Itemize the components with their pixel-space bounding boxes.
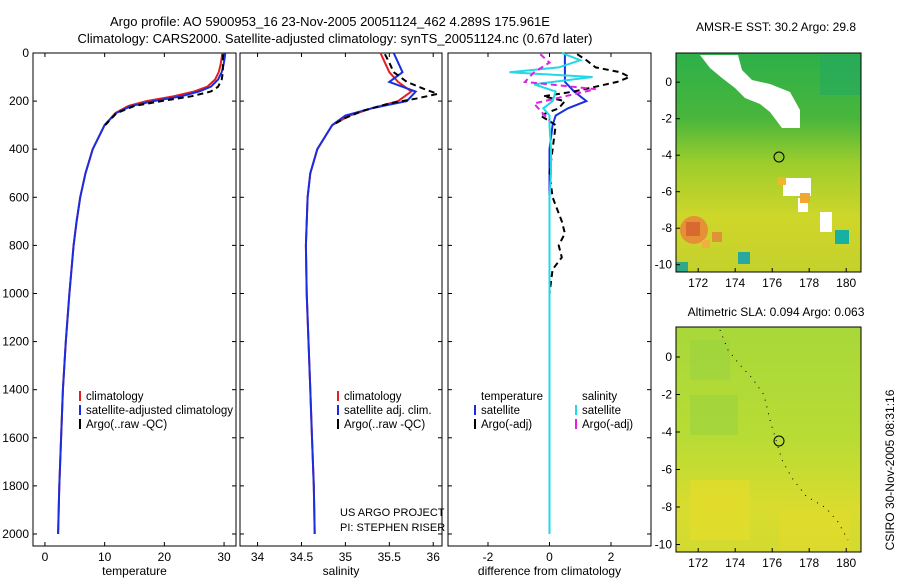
sla_map-xtick-label: 176	[762, 556, 782, 570]
depth-ytick-label: 1200	[2, 335, 29, 349]
temperature-legend-label: satellite-adjusted climatology	[86, 405, 233, 417]
sla_map-xtick-label: 174	[725, 556, 745, 570]
difference-legend-sal-label: satellite	[582, 405, 621, 417]
temperature-profile-panel: 0 10 20 30 0 200 400 600 800 1000 1200 1400 1600 1800…	[2, 46, 237, 578]
sst-map-image	[676, 53, 861, 272]
salinity-xtick-label: 35	[339, 550, 353, 564]
salinity-series-line	[331, 53, 442, 126]
salinity-xtick-label: 34	[251, 550, 265, 564]
depth-ytick-label: 0	[22, 46, 29, 60]
temperature-series-line	[104, 54, 224, 126]
difference-series-line	[522, 53, 596, 121]
sst-map-title: AMSR-E SST: 30.2 Argo: 29.8	[696, 20, 856, 34]
sst_map-xtick-label: 176	[762, 276, 782, 290]
sst_map-xtick-label: 178	[799, 276, 819, 290]
depth-ytick-label: 1800	[2, 479, 29, 493]
pi-annotation: PI: STEPHEN RISER	[340, 522, 445, 534]
depth-ytick-label: 1400	[2, 383, 29, 397]
sst_map-ytick-label: 0	[665, 75, 672, 89]
sla_map-ytick-label: -4	[661, 425, 672, 439]
salinity-profile-panel: 34 34.5 35 35.5 36 salinity climatology satelli…	[239, 52, 445, 578]
temperature-xlabel: temperature	[102, 564, 167, 578]
difference-series-line	[538, 53, 632, 294]
sst_map-ytick-label: -2	[661, 112, 672, 126]
difference-xtick-label: 2	[608, 550, 615, 564]
sla_map-xtick-label: 172	[688, 556, 708, 570]
depth-ytick-label: 200	[9, 94, 29, 108]
difference-series-line	[509, 52, 593, 534]
sst-map-float-marker	[773, 151, 785, 163]
depth-ytick-label: 2000	[2, 527, 29, 541]
sst_map-ytick-label: -4	[661, 148, 672, 162]
depth-ytick-label: 1000	[2, 286, 29, 300]
sla-map-panel: Altimetric SLA: 0.094 Argo: 0.063 172 174…	[655, 305, 865, 570]
sla_map-ytick-label: -2	[661, 388, 672, 402]
depth-ytick-label: 400	[9, 142, 29, 156]
difference-legend-temp-label: temperature	[481, 391, 543, 403]
difference-legend-temp-label: satellite	[481, 405, 520, 417]
difference-xtick-label: 0	[546, 550, 553, 564]
header-line-1: Argo profile: AO 5900953_16 23-Nov-2005 …	[110, 14, 550, 29]
sst-map-panel: AMSR-E SST: 30.2 Argo: 29.8 172 174 176 178…	[655, 20, 862, 290]
project-annotation: US ARGO PROJECT	[340, 507, 445, 519]
depth-ytick-label: 1600	[2, 431, 29, 445]
salinity-series-line	[304, 52, 418, 535]
difference-legend-sal-label: Argo(-adj)	[582, 419, 633, 431]
temperature-xtick-label: 20	[158, 550, 172, 564]
temperature-xtick-label: 30	[217, 550, 231, 564]
salinity-xtick-label: 34.5	[290, 550, 314, 564]
difference-xtick-label: -2	[483, 550, 494, 564]
sst_map-ytick-label: -8	[661, 221, 672, 235]
sla-map-image	[676, 327, 861, 552]
salinity-legend-label: satellite adj. clim.	[344, 405, 432, 417]
sla_map-ytick-label: -10	[655, 538, 673, 552]
sst_map-xtick-label: 174	[725, 276, 745, 290]
sla-map-frame	[675, 326, 862, 553]
side-timestamp: CSIRO 30-Nov-2005 08:31:16	[883, 389, 897, 550]
sla-map-title: Altimetric SLA: 0.094 Argo: 0.063	[688, 305, 865, 319]
salinity-xtick-label: 36	[427, 550, 441, 564]
temperature-xtick-label: 10	[98, 550, 112, 564]
sla-map-axes: 172 174 176 178 180 0 -2 -4 -6 -8 -10	[655, 350, 857, 570]
temperature-plot-frame	[32, 52, 237, 547]
header-line-2: Climatology: CARS2000. Satellite-adjuste…	[78, 31, 593, 46]
sla_map-ytick-label: 0	[665, 350, 672, 364]
salinity-legend-label: climatology	[344, 391, 402, 403]
sla_map-ytick-label: -8	[661, 500, 672, 514]
difference-legend-temp-label: Argo(-adj)	[481, 419, 532, 431]
sst_map-xtick-label: 180	[836, 276, 856, 290]
temperature-series-line	[57, 52, 227, 535]
sst_map-xtick-label: 172	[688, 276, 708, 290]
sst_map-ytick-label: -6	[661, 185, 672, 199]
sla-map-float-marker	[773, 435, 785, 447]
depth-ytick-label: 800	[9, 238, 29, 252]
sst-map-frame	[675, 52, 862, 273]
salinity-plot-frame	[239, 52, 443, 547]
sla_map-xtick-label: 180	[836, 556, 856, 570]
temperature-legend-label: Argo(..raw -QC)	[86, 419, 167, 431]
difference-xlabel: difference from climatology	[478, 564, 621, 578]
temperature-legend-label: climatology	[86, 391, 144, 403]
sla_map-xtick-label: 178	[799, 556, 819, 570]
sla_map-ytick-label: -6	[661, 463, 672, 477]
difference-legend-sal-label: salinity	[582, 391, 617, 403]
salinity-xtick-label: 35.5	[378, 550, 402, 564]
sst_map-ytick-label: -10	[655, 258, 673, 272]
salinity-legend-label: Argo(..raw -QC)	[344, 419, 425, 431]
sst-map-axes: 172 174 176 178 180 0 -2 -4 -6 -8 -10	[655, 75, 857, 290]
salinity-xlabel: salinity	[323, 564, 360, 578]
depth-ytick-label: 600	[9, 190, 29, 204]
temperature-xtick-label: 0	[42, 550, 49, 564]
